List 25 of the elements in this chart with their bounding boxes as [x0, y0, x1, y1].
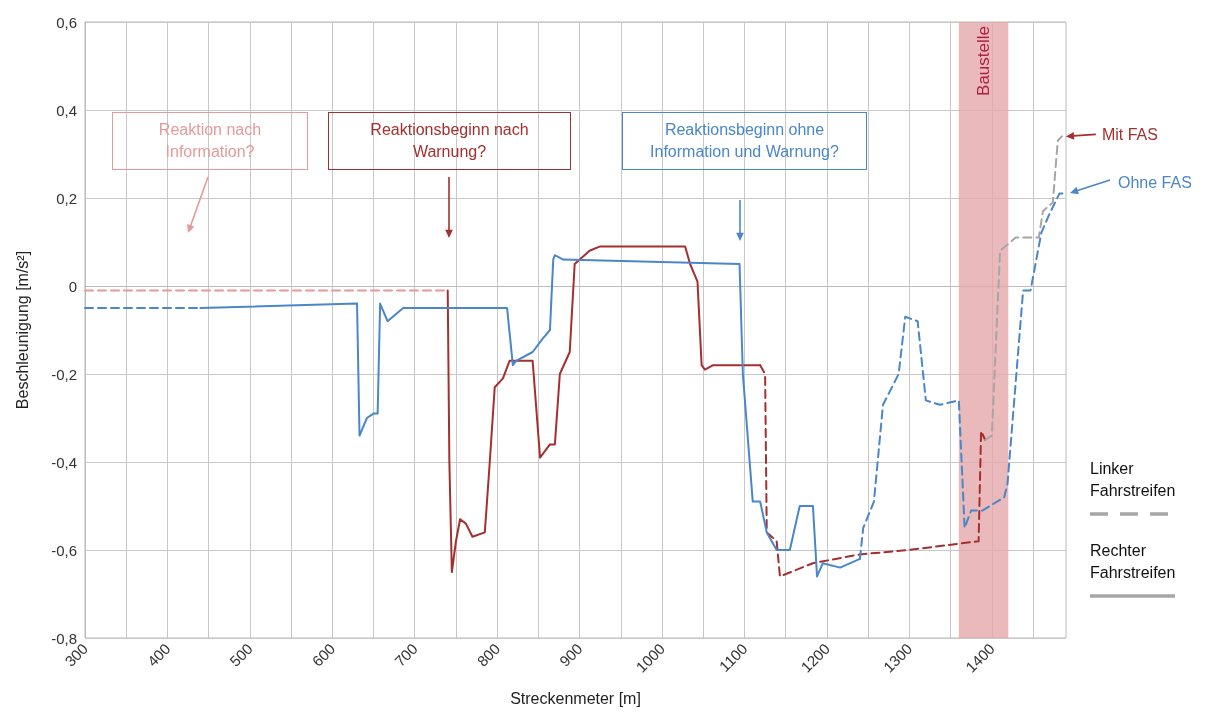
y-tick-label: -0,2: [51, 365, 77, 383]
band-label: Baustelle: [972, 26, 994, 96]
x-tick-label: 600: [308, 639, 339, 670]
x-tick-label: 400: [143, 639, 174, 670]
callout-box: Reaktionsbeginn ohne Information und Warnung?: [622, 112, 867, 170]
x-tick-label: 800: [473, 639, 504, 670]
callout-box: Reaktionsbeginn nach Warnung?: [328, 112, 571, 170]
y-tick-label: 0,4: [56, 101, 77, 119]
y-tick-label: 0,6: [56, 13, 77, 31]
y-tick-label: 0,2: [56, 189, 77, 207]
line-series: [984, 135, 1063, 441]
callout-box: Reaktion nach Information?: [112, 112, 308, 170]
x-axis-title: Streckenmeter [m]: [510, 689, 641, 707]
y-axis-title: Beschleunigung [m/s²]: [13, 250, 31, 410]
x-tick-label: 500: [226, 639, 256, 670]
y-tick-label: 0: [68, 277, 77, 295]
text: Rechter Fahrstreifen: [1090, 541, 1177, 583]
y-tick-label: -0,4: [51, 453, 77, 471]
annotation: Mit FAS: [1101, 125, 1158, 146]
text: Ohne FAS: [1118, 173, 1192, 193]
text: Linker Fahrstreifen: [1090, 459, 1177, 501]
y-tick-label: -0,6: [51, 541, 77, 559]
x-tick-label: 700: [391, 639, 421, 670]
y-tick-label: -0,8: [51, 629, 77, 647]
x-tick-label: 900: [555, 639, 586, 670]
